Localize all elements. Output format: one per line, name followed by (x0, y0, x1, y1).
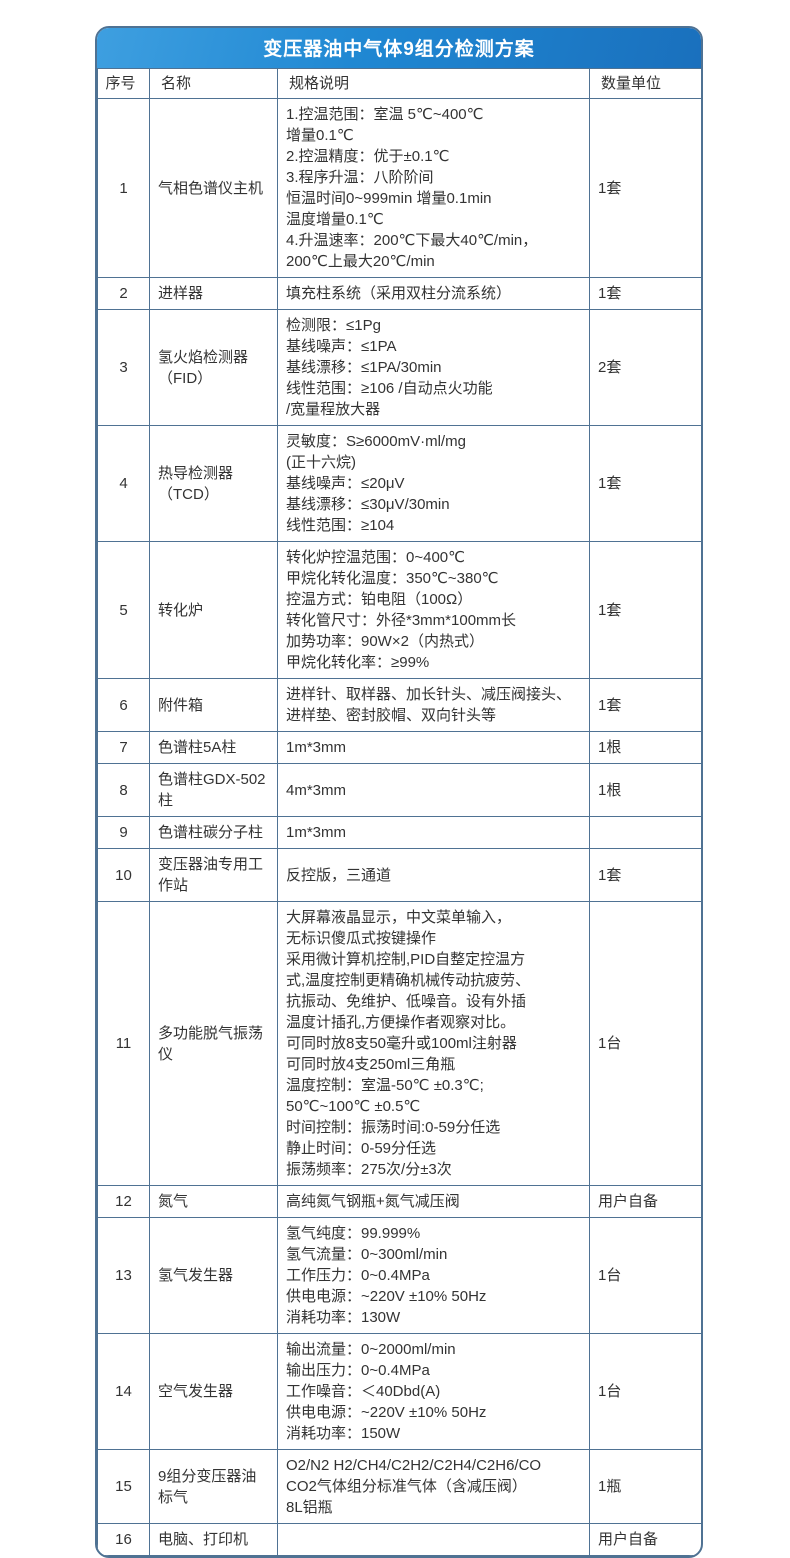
item-name-cell: 变压器油专用工作站 (149, 848, 278, 902)
item-spec-cell: 进样针、取样器、加长针头、减压阀接头、进样垫、密封胶帽、双向针头等 (277, 678, 590, 732)
page: 变压器油中气体9组分检测方案 序号 名称 规格说明 数量单位 1 气相色谱仪主机… (95, 26, 703, 1558)
row-number-cell: 9 (97, 816, 150, 849)
item-qty-cell: 1台 (589, 1333, 701, 1450)
item-qty-cell: 2套 (589, 309, 701, 426)
table-row: 8 色谱柱GDX-502柱 4m*3mm 1根 (97, 763, 701, 817)
item-qty-cell: 用户自备 (589, 1523, 701, 1556)
item-name-cell: 转化炉 (149, 541, 278, 679)
item-spec-cell: 大屏幕液晶显示，中文菜单输入， 无标识傻瓜式按键操作 采用微计算机控制,PID自… (277, 901, 590, 1186)
item-name-cell: 多功能脱气振荡仪 (149, 901, 278, 1186)
row-number-cell: 15 (97, 1449, 150, 1524)
item-qty-cell: 1根 (589, 763, 701, 817)
item-name-cell: 电脑、打印机 (149, 1523, 278, 1556)
item-spec-cell: 1.控温范围：室温 5℃~400℃ 增量0.1℃ 2.控温精度：优于±0.1℃ … (277, 98, 590, 278)
item-qty-cell: 1套 (589, 425, 701, 542)
table-row: 15 9组分变压器油标气 O2/N2 H2/CH4/C2H2/C2H4/C2H6… (97, 1449, 701, 1524)
row-number-cell: 11 (97, 901, 150, 1186)
table-title: 变压器油中气体9组分检测方案 (97, 28, 701, 68)
item-qty-cell: 用户自备 (589, 1185, 701, 1218)
item-qty-cell: 1瓶 (589, 1449, 701, 1524)
item-spec-cell: 输出流量：0~2000ml/min 输出压力：0~0.4MPa 工作噪音：＜40… (277, 1333, 590, 1450)
item-spec-cell (277, 1523, 590, 1556)
item-spec-cell: 高纯氮气钢瓶+氮气减压阀 (277, 1185, 590, 1218)
row-number-cell: 12 (97, 1185, 150, 1218)
item-name-cell: 色谱柱GDX-502柱 (149, 763, 278, 817)
item-name-cell: 色谱柱5A柱 (149, 731, 278, 764)
column-header-qty: 数量单位 (589, 68, 701, 99)
item-qty-cell: 1套 (589, 98, 701, 278)
item-spec-cell: O2/N2 H2/CH4/C2H2/C2H4/C2H6/CO CO2气体组分标准… (277, 1449, 590, 1524)
row-number-cell: 8 (97, 763, 150, 817)
item-name-cell: 9组分变压器油标气 (149, 1449, 278, 1524)
item-name-cell: 氮气 (149, 1185, 278, 1218)
column-header-name: 名称 (149, 68, 278, 99)
item-qty-cell (589, 816, 701, 849)
item-name-cell: 氢火焰检测器（FID） (149, 309, 278, 426)
item-spec-cell: 氢气纯度：99.999% 氢气流量：0~300ml/min 工作压力：0~0.4… (277, 1217, 590, 1334)
table-row: 10 变压器油专用工作站 反控版，三通道 1套 (97, 848, 701, 902)
row-number-cell: 3 (97, 309, 150, 426)
table-row: 12 氮气 高纯氮气钢瓶+氮气减压阀 用户自备 (97, 1185, 701, 1218)
spec-table-panel: 变压器油中气体9组分检测方案 序号 名称 规格说明 数量单位 1 气相色谱仪主机… (95, 26, 703, 1558)
item-qty-cell: 1根 (589, 731, 701, 764)
table-row: 1 气相色谱仪主机 1.控温范围：室温 5℃~400℃ 增量0.1℃ 2.控温精… (97, 98, 701, 278)
item-spec-cell: 灵敏度：S≥6000mV·ml/mg (正十六烷) 基线噪声：≤20μV 基线漂… (277, 425, 590, 542)
item-qty-cell: 1台 (589, 901, 701, 1186)
column-header-row: 序号 名称 规格说明 数量单位 (97, 68, 701, 99)
item-name-cell: 热导检测器（TCD） (149, 425, 278, 542)
item-qty-cell: 1套 (589, 848, 701, 902)
table-row: 16 电脑、打印机 用户自备 (97, 1523, 701, 1556)
item-name-cell: 氢气发生器 (149, 1217, 278, 1334)
item-qty-cell: 1套 (589, 541, 701, 679)
table-row: 3 氢火焰检测器（FID） 检测限：≤1Pg 基线噪声：≤1PA 基线漂移：≤1… (97, 309, 701, 426)
row-number-cell: 6 (97, 678, 150, 732)
row-number-cell: 7 (97, 731, 150, 764)
row-number-cell: 5 (97, 541, 150, 679)
item-spec-cell: 4m*3mm (277, 763, 590, 817)
table-row: 11 多功能脱气振荡仪 大屏幕液晶显示，中文菜单输入， 无标识傻瓜式按键操作 采… (97, 901, 701, 1186)
item-spec-cell: 填充柱系统（采用双柱分流系统） (277, 277, 590, 310)
item-name-cell: 进样器 (149, 277, 278, 310)
item-spec-cell: 1m*3mm (277, 731, 590, 764)
table-row: 9 色谱柱碳分子柱 1m*3mm (97, 816, 701, 849)
item-qty-cell: 1套 (589, 277, 701, 310)
item-spec-cell: 检测限：≤1Pg 基线噪声：≤1PA 基线漂移：≤1PA/30min 线性范围：… (277, 309, 590, 426)
item-name-cell: 色谱柱碳分子柱 (149, 816, 278, 849)
item-name-cell: 空气发生器 (149, 1333, 278, 1450)
item-spec-cell: 反控版，三通道 (277, 848, 590, 902)
item-name-cell: 气相色谱仪主机 (149, 98, 278, 278)
row-number-cell: 13 (97, 1217, 150, 1334)
row-number-cell: 4 (97, 425, 150, 542)
item-qty-cell: 1套 (589, 678, 701, 732)
table-row: 7 色谱柱5A柱 1m*3mm 1根 (97, 731, 701, 764)
table-row: 5 转化炉 转化炉控温范围：0~400℃ 甲烷化转化温度：350℃~380℃ 控… (97, 541, 701, 679)
row-number-cell: 10 (97, 848, 150, 902)
item-spec-cell: 转化炉控温范围：0~400℃ 甲烷化转化温度：350℃~380℃ 控温方式：铂电… (277, 541, 590, 679)
item-name-cell: 附件箱 (149, 678, 278, 732)
spec-table: 序号 名称 规格说明 数量单位 1 气相色谱仪主机 1.控温范围：室温 5℃~4… (97, 68, 701, 1556)
row-number-cell: 14 (97, 1333, 150, 1450)
table-row: 4 热导检测器（TCD） 灵敏度：S≥6000mV·ml/mg (正十六烷) 基… (97, 425, 701, 542)
table-row: 14 空气发生器 输出流量：0~2000ml/min 输出压力：0~0.4MPa… (97, 1333, 701, 1450)
table-row: 6 附件箱 进样针、取样器、加长针头、减压阀接头、进样垫、密封胶帽、双向针头等 … (97, 678, 701, 732)
column-header-spec: 规格说明 (277, 68, 590, 99)
row-number-cell: 2 (97, 277, 150, 310)
table-row: 2 进样器 填充柱系统（采用双柱分流系统） 1套 (97, 277, 701, 310)
column-header-num: 序号 (97, 68, 150, 99)
table-row: 13 氢气发生器 氢气纯度：99.999% 氢气流量：0~300ml/min 工… (97, 1217, 701, 1334)
row-number-cell: 1 (97, 98, 150, 278)
item-spec-cell: 1m*3mm (277, 816, 590, 849)
row-number-cell: 16 (97, 1523, 150, 1556)
item-qty-cell: 1台 (589, 1217, 701, 1334)
